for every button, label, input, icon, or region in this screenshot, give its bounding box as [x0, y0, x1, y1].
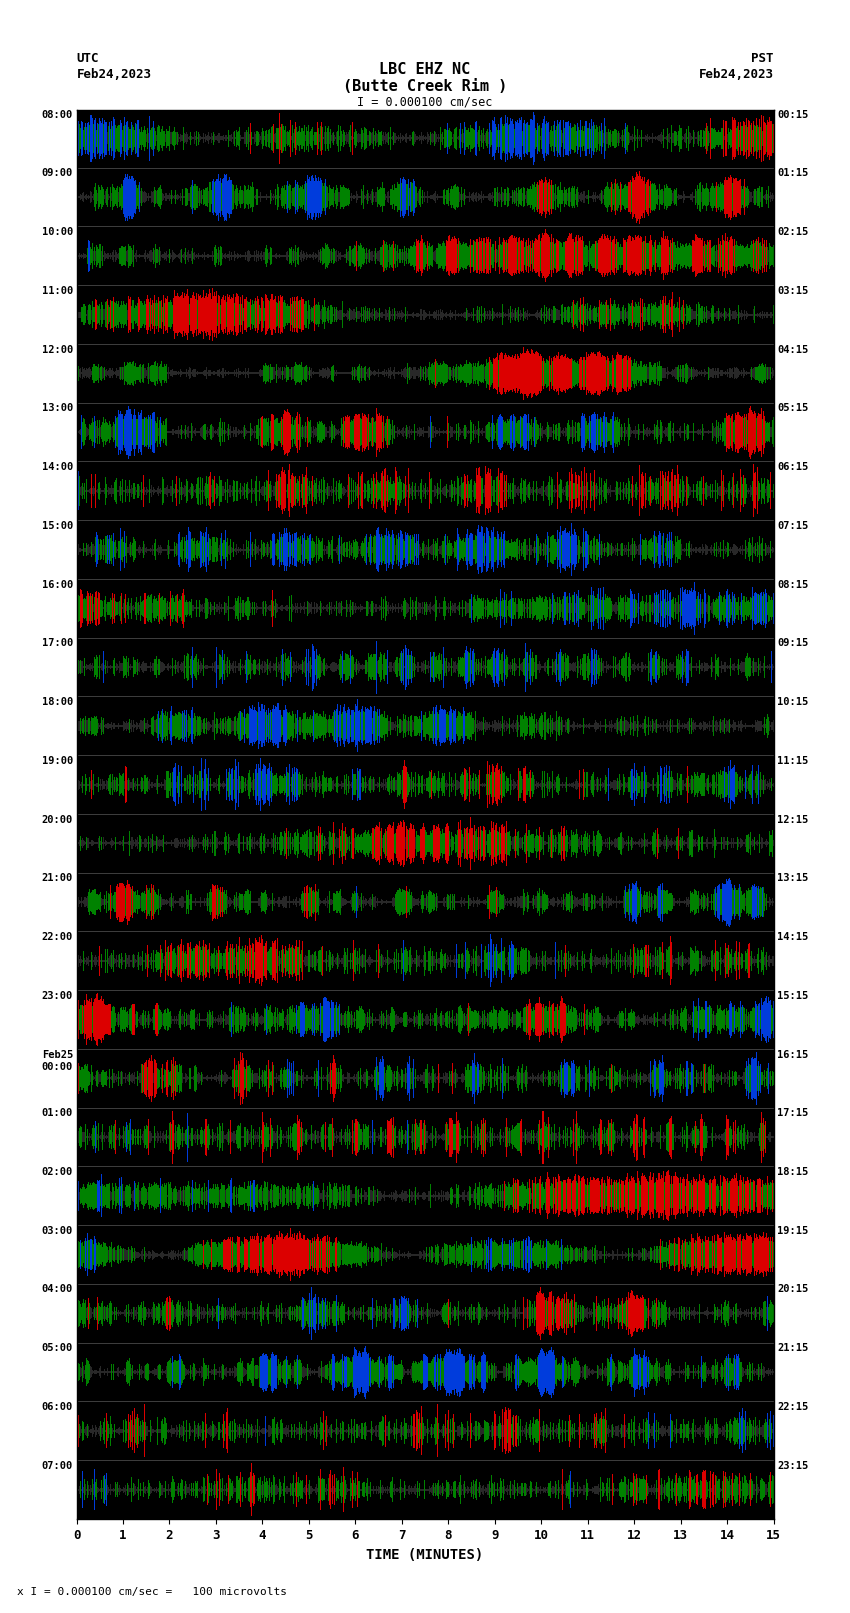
Text: 03:15: 03:15	[777, 286, 808, 295]
Text: Feb24,2023: Feb24,2023	[76, 68, 151, 81]
Text: 05:15: 05:15	[777, 403, 808, 413]
Text: 16:00: 16:00	[42, 579, 73, 590]
Text: Feb25: Feb25	[42, 1050, 73, 1060]
Text: Feb24,2023: Feb24,2023	[699, 68, 774, 81]
X-axis label: TIME (MINUTES): TIME (MINUTES)	[366, 1548, 484, 1561]
Text: 02:00: 02:00	[42, 1168, 73, 1177]
Text: 17:00: 17:00	[42, 639, 73, 648]
Text: 00:00: 00:00	[42, 1063, 73, 1073]
Text: 21:00: 21:00	[42, 873, 73, 884]
Text: 11:15: 11:15	[777, 756, 808, 766]
Text: 11:00: 11:00	[42, 286, 73, 295]
Text: 00:15: 00:15	[777, 110, 808, 119]
Text: 19:00: 19:00	[42, 756, 73, 766]
Text: 15:00: 15:00	[42, 521, 73, 531]
Text: 07:15: 07:15	[777, 521, 808, 531]
Text: 08:15: 08:15	[777, 579, 808, 590]
Text: 10:15: 10:15	[777, 697, 808, 706]
Text: 06:15: 06:15	[777, 461, 808, 473]
Text: 18:00: 18:00	[42, 697, 73, 706]
Text: 10:00: 10:00	[42, 227, 73, 237]
Text: 15:15: 15:15	[777, 990, 808, 1000]
Text: 19:15: 19:15	[777, 1226, 808, 1236]
Text: 22:00: 22:00	[42, 932, 73, 942]
Text: 18:15: 18:15	[777, 1168, 808, 1177]
Text: 01:00: 01:00	[42, 1108, 73, 1118]
Text: 05:00: 05:00	[42, 1344, 73, 1353]
Text: 07:00: 07:00	[42, 1461, 73, 1471]
Text: (Butte Creek Rim ): (Butte Creek Rim )	[343, 79, 507, 94]
Text: 14:00: 14:00	[42, 461, 73, 473]
Text: 20:15: 20:15	[777, 1284, 808, 1295]
Text: 13:00: 13:00	[42, 403, 73, 413]
Text: 06:00: 06:00	[42, 1402, 73, 1411]
Text: I = 0.000100 cm/sec: I = 0.000100 cm/sec	[357, 95, 493, 108]
Text: PST: PST	[751, 52, 774, 65]
Text: 22:15: 22:15	[777, 1402, 808, 1411]
Text: 21:15: 21:15	[777, 1344, 808, 1353]
Text: 12:15: 12:15	[777, 815, 808, 824]
Text: x I = 0.000100 cm/sec =   100 microvolts: x I = 0.000100 cm/sec = 100 microvolts	[17, 1587, 287, 1597]
Text: 23:15: 23:15	[777, 1461, 808, 1471]
Text: 04:00: 04:00	[42, 1284, 73, 1295]
Text: 03:00: 03:00	[42, 1226, 73, 1236]
Text: 02:15: 02:15	[777, 227, 808, 237]
Text: 17:15: 17:15	[777, 1108, 808, 1118]
Text: 09:15: 09:15	[777, 639, 808, 648]
Text: 01:15: 01:15	[777, 168, 808, 179]
Text: 08:00: 08:00	[42, 110, 73, 119]
Text: LBC EHZ NC: LBC EHZ NC	[379, 63, 471, 77]
Text: 14:15: 14:15	[777, 932, 808, 942]
Text: 04:15: 04:15	[777, 345, 808, 355]
Text: 16:15: 16:15	[777, 1050, 808, 1060]
Text: 09:00: 09:00	[42, 168, 73, 179]
Text: 12:00: 12:00	[42, 345, 73, 355]
Text: 20:00: 20:00	[42, 815, 73, 824]
Text: UTC: UTC	[76, 52, 99, 65]
Text: 23:00: 23:00	[42, 990, 73, 1000]
Text: 13:15: 13:15	[777, 873, 808, 884]
